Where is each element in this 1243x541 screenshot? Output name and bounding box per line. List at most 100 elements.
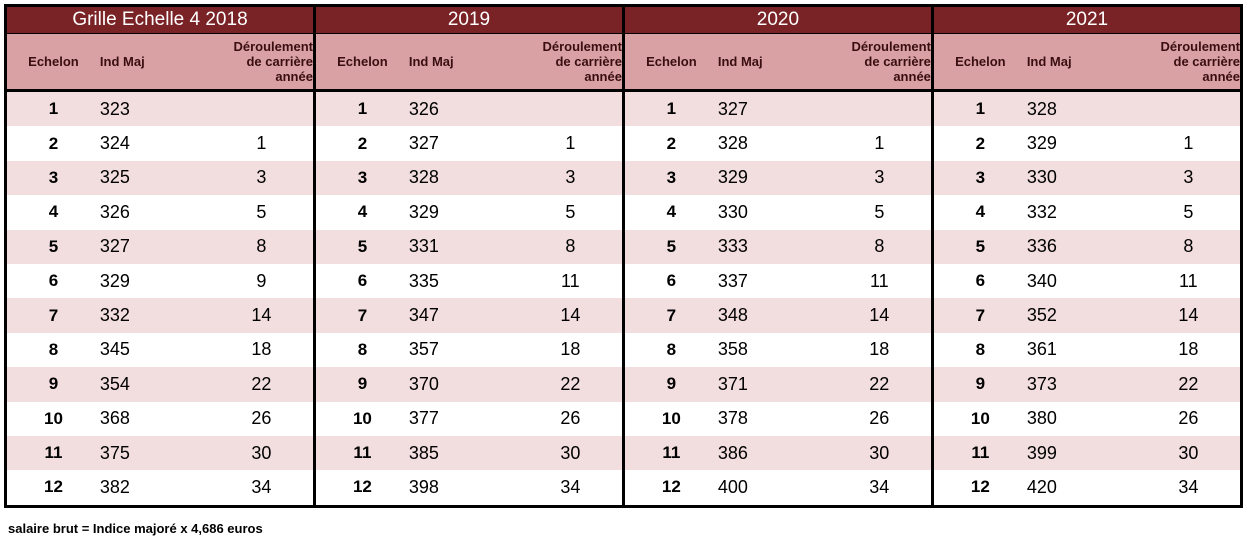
deroulement-cell: 14 (1136, 298, 1242, 333)
echelon-cell: 11 (312, 435, 409, 471)
deroulement-cell: 14 (827, 298, 933, 333)
echelon-cell: 1 (5, 90, 100, 127)
salary-note: salaire brut = Indice majoré x 4,686 eur… (8, 521, 263, 536)
deroulement-cell: 22 (827, 367, 933, 402)
deroulement-cell: 3 (1136, 160, 1242, 196)
deroulement-cell: 5 (874, 201, 885, 222)
echelon-cell: 2 (930, 126, 1027, 161)
echelon-cell: 6 (48, 271, 59, 291)
ind-maj-cell: 377 (408, 408, 439, 429)
deroulement-cell (827, 90, 933, 127)
ind-maj-cell: 340 (1026, 270, 1057, 291)
header-deroulement-line: de carrière (864, 54, 931, 69)
echelon-cell: 9 (930, 367, 1027, 402)
ind-maj-cell: 357 (408, 339, 439, 360)
ind-maj-cell: 375 (99, 435, 210, 471)
ind-maj-cell: 327 (99, 229, 210, 264)
echelon-cell: 10 (312, 401, 409, 436)
year-title-0: Grille Echelle 4 2018 (5, 5, 315, 34)
echelon-cell: 9 (312, 367, 409, 402)
deroulement-cell: 1 (256, 133, 267, 154)
deroulement-cell: 34 (1178, 476, 1199, 497)
header-echelon: Echelon (312, 33, 409, 92)
deroulement-cell: 14 (209, 298, 315, 333)
echelon-cell: 6 (312, 263, 409, 299)
echelon-cell: 4 (312, 195, 409, 230)
deroulement-cell: 22 (518, 367, 624, 402)
echelon-cell: 2 (621, 126, 718, 161)
header-deroulement-line: Déroulement (1160, 39, 1240, 54)
ind-maj-cell: 330 (717, 201, 748, 222)
deroulement-cell: 5 (565, 201, 576, 222)
deroulement-cell: 26 (560, 408, 581, 429)
year-header-row: Grille Echelle 4 2018 2019 2020 2021 (5, 5, 1242, 34)
ind-maj-cell: 371 (717, 367, 828, 402)
echelon-cell: 1 (312, 90, 409, 127)
ind-maj-cell: 385 (408, 435, 519, 471)
deroulement-cell: 18 (1178, 339, 1199, 360)
ind-maj-cell: 347 (408, 298, 519, 333)
echelon-cell: 12 (930, 470, 1027, 507)
echelon-cell: 4 (621, 195, 718, 230)
ind-maj-cell: 332 (1026, 201, 1057, 222)
deroulement-cell: 34 (251, 476, 272, 497)
table-row: 7 332 14 7 347 14 7 348 14 7 352 14 (5, 298, 1242, 333)
echelon-cell: 4 (930, 195, 1027, 230)
ind-maj-cell: 378 (717, 408, 748, 429)
column-header-row: Echelon Ind Maj Déroulement de carrière anné… (5, 33, 1242, 92)
ind-maj-cell: 336 (1026, 229, 1137, 264)
ind-maj-cell: 337 (717, 270, 748, 291)
ind-maj-cell: 327 (717, 90, 828, 127)
deroulement-cell: 9 (256, 270, 267, 291)
echelon-cell: 3 (312, 160, 409, 196)
deroulement-cell: 30 (209, 435, 315, 471)
deroulement-cell (518, 90, 624, 127)
echelon-cell: 9 (621, 367, 718, 402)
echelon-cell: 12 (312, 470, 409, 507)
deroulement-cell: 1 (565, 133, 576, 154)
echelon-cell: 10 (930, 401, 1027, 436)
ind-maj-cell: 361 (1026, 339, 1057, 360)
echelon-cell: 5 (621, 229, 718, 264)
ind-maj-cell: 398 (408, 476, 439, 497)
ind-maj-cell: 333 (717, 229, 828, 264)
deroulement-cell: 11 (869, 270, 889, 291)
ind-maj-cell: 326 (408, 90, 519, 127)
header-deroulement: Déroulement de carrière année (1136, 33, 1242, 92)
table-row: 11 375 30 11 385 30 11 386 30 11 399 30 (5, 435, 1242, 471)
echelon-cell: 3 (5, 160, 100, 196)
salary-grid-table: Grille Echelle 4 2018 2019 2020 2021 Echelo… (4, 4, 1243, 508)
deroulement-cell: 3 (827, 160, 933, 196)
echelon-cell: 6 (621, 263, 718, 299)
deroulement-cell: 8 (209, 229, 315, 264)
deroulement-cell: 26 (869, 408, 890, 429)
table-row: 6 329 9 6 335 11 6 337 11 6 340 11 (6, 263, 1242, 299)
ind-maj-cell: 328 (408, 160, 519, 196)
year-title-3: 2021 (930, 5, 1242, 34)
ind-maj-cell: 368 (99, 408, 130, 429)
deroulement-cell: 3 (209, 160, 315, 196)
header-deroulement: Déroulement de carrière année (209, 33, 315, 92)
year-title-1: 2019 (312, 5, 624, 34)
header-deroulement-line: année (893, 69, 931, 84)
deroulement-cell: 5 (1183, 201, 1194, 222)
echelon-cell: 2 (312, 126, 409, 161)
echelon-cell: 3 (930, 160, 1027, 196)
ind-maj-cell: 329 (408, 201, 439, 222)
ind-maj-cell: 325 (99, 160, 210, 196)
ind-maj-cell: 328 (717, 133, 748, 154)
ind-maj-cell: 420 (1026, 476, 1057, 497)
deroulement-cell: 34 (560, 476, 581, 497)
deroulement-cell: 1 (1183, 133, 1194, 154)
echelon-cell: 7 (930, 298, 1027, 333)
echelon-cell: 8 (312, 332, 409, 368)
echelon-cell: 5 (312, 229, 409, 264)
echelon-cell: 3 (621, 160, 718, 196)
echelon-cell: 7 (312, 298, 409, 333)
ind-maj-cell: 386 (717, 435, 828, 471)
header-ind-maj: Ind Maj (1026, 33, 1137, 92)
echelon-cell: 9 (5, 367, 100, 402)
header-echelon: Echelon (621, 33, 718, 92)
ind-maj-cell: 332 (99, 298, 210, 333)
header-deroulement-line: année (275, 69, 313, 84)
